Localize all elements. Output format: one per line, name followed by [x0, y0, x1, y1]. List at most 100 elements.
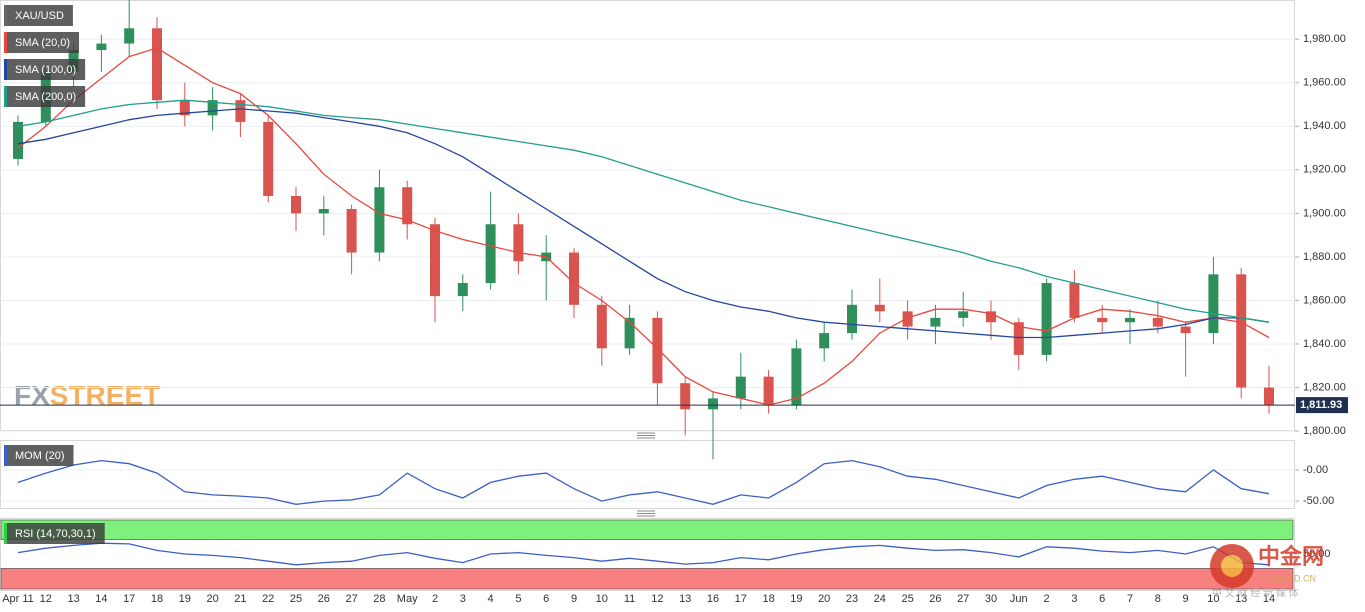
legend-item: SMA (20,0)	[4, 32, 80, 53]
x-tick-label: 18	[151, 593, 163, 605]
candle-body	[708, 398, 718, 410]
x-tick-label: Apr 11	[2, 593, 34, 605]
candle-body	[624, 317, 635, 349]
main-panel	[0, 0, 1295, 431]
candle-body	[735, 376, 746, 399]
y-tick-label: 1,920.00	[1303, 164, 1346, 176]
legend-box	[4, 523, 105, 544]
legend-label: SMA (200,0)	[15, 91, 76, 103]
splitter[interactable]	[637, 432, 655, 439]
x-tick-label: 7	[1127, 593, 1133, 605]
y-tick-label: -50.00	[1303, 495, 1334, 507]
x-tick-label: 14	[95, 593, 107, 605]
candle-body	[179, 100, 190, 116]
series-line	[17, 542, 1270, 566]
x-tick-label: 3	[460, 593, 466, 605]
x-tick-label: 19	[179, 593, 191, 605]
watermark-fx: FX	[14, 380, 50, 411]
legend-swatch	[4, 523, 7, 544]
legend-label: RSI (14,70,30,1)	[15, 528, 96, 540]
x-tick-label: 30	[985, 593, 997, 605]
legend-swatch	[4, 59, 7, 80]
x-tick-label: 9	[1183, 593, 1189, 605]
candle-body	[207, 100, 218, 116]
rsi-panel	[0, 518, 1295, 591]
y-tick-label: 50.00	[1303, 548, 1331, 560]
candle-body	[1264, 387, 1274, 405]
x-tick-label: 13	[1235, 593, 1247, 605]
last-price-label: 1,811.93	[1300, 399, 1342, 411]
x-tick-label: 27	[957, 593, 969, 605]
legend-box	[4, 32, 80, 53]
splitter[interactable]	[637, 510, 655, 517]
candle-body	[902, 311, 913, 327]
y-tick-label: 1,840.00	[1303, 338, 1346, 350]
series-line	[17, 99, 1270, 323]
candle-body	[96, 43, 107, 51]
candle-body	[1180, 326, 1191, 334]
x-tick-label: 27	[345, 593, 357, 605]
y-tick-label: -0.00	[1303, 464, 1328, 476]
y-tick-label: 1,880.00	[1303, 251, 1346, 263]
candle-body	[680, 383, 691, 410]
candle-body	[318, 209, 329, 214]
logo-url: CNGOLD.CN	[1262, 573, 1316, 583]
candle-body	[485, 224, 496, 284]
x-tick-label: 20	[206, 593, 218, 605]
legend-box	[4, 59, 86, 80]
legend-label: XAU/USD	[15, 10, 64, 22]
candle-body	[763, 376, 774, 405]
legend-label: MOM (20)	[15, 450, 65, 462]
candle-body	[235, 100, 246, 122]
candle-body	[986, 311, 996, 323]
candle-body	[1152, 317, 1163, 327]
x-tick-label: 6	[1099, 593, 1105, 605]
candle-body	[1041, 283, 1052, 355]
x-tick-label: 6	[543, 593, 549, 605]
legend-swatch	[4, 32, 7, 53]
legend-box	[4, 445, 74, 466]
candle-body	[1208, 274, 1219, 334]
x-tick-label: 12	[40, 593, 52, 605]
candle-body	[791, 348, 802, 405]
y-tick-label: 1,940.00	[1303, 120, 1346, 132]
candle-body	[1236, 274, 1247, 388]
candle-body	[346, 209, 357, 253]
candle-body	[1097, 317, 1108, 323]
legend-label: SMA (100,0)	[15, 64, 76, 76]
candle-body	[1069, 283, 1080, 318]
rsi-band	[0, 519, 1294, 540]
legend-swatch	[4, 5, 7, 26]
x-tick-label: 11	[624, 593, 635, 605]
x-tick-label: 26	[929, 593, 941, 605]
candle-body	[374, 187, 385, 253]
series-line	[17, 47, 1270, 406]
x-tick-label: 19	[790, 593, 802, 605]
y-tick-label: 1,980.00	[1303, 33, 1346, 45]
legend-box	[4, 86, 86, 107]
legend-item: MOM (20)	[4, 445, 74, 466]
candle-body	[1013, 322, 1024, 355]
candle-body	[652, 317, 663, 384]
x-tick-label: 23	[846, 593, 858, 605]
candle-body	[596, 304, 607, 349]
x-tick-label: May	[397, 593, 418, 605]
x-tick-label: 26	[318, 593, 330, 605]
legend-swatch	[4, 86, 7, 107]
candle-body	[124, 28, 135, 44]
x-tick-label: 25	[290, 593, 302, 605]
watermark-street: STREET	[50, 380, 160, 411]
candle-body	[819, 333, 830, 349]
logo-tagline: 中 文 财 经 新 媒 体	[1212, 587, 1299, 600]
candle-body	[958, 311, 969, 318]
x-tick-label: 17	[123, 593, 135, 605]
legend-label: SMA (20,0)	[15, 37, 70, 49]
x-tick-label: 24	[874, 593, 886, 605]
x-tick-label: 10	[596, 593, 608, 605]
x-tick-label: 16	[707, 593, 719, 605]
last-price-box	[1296, 397, 1348, 414]
x-tick-label: 4	[488, 593, 494, 605]
mom-panel	[0, 440, 1295, 509]
